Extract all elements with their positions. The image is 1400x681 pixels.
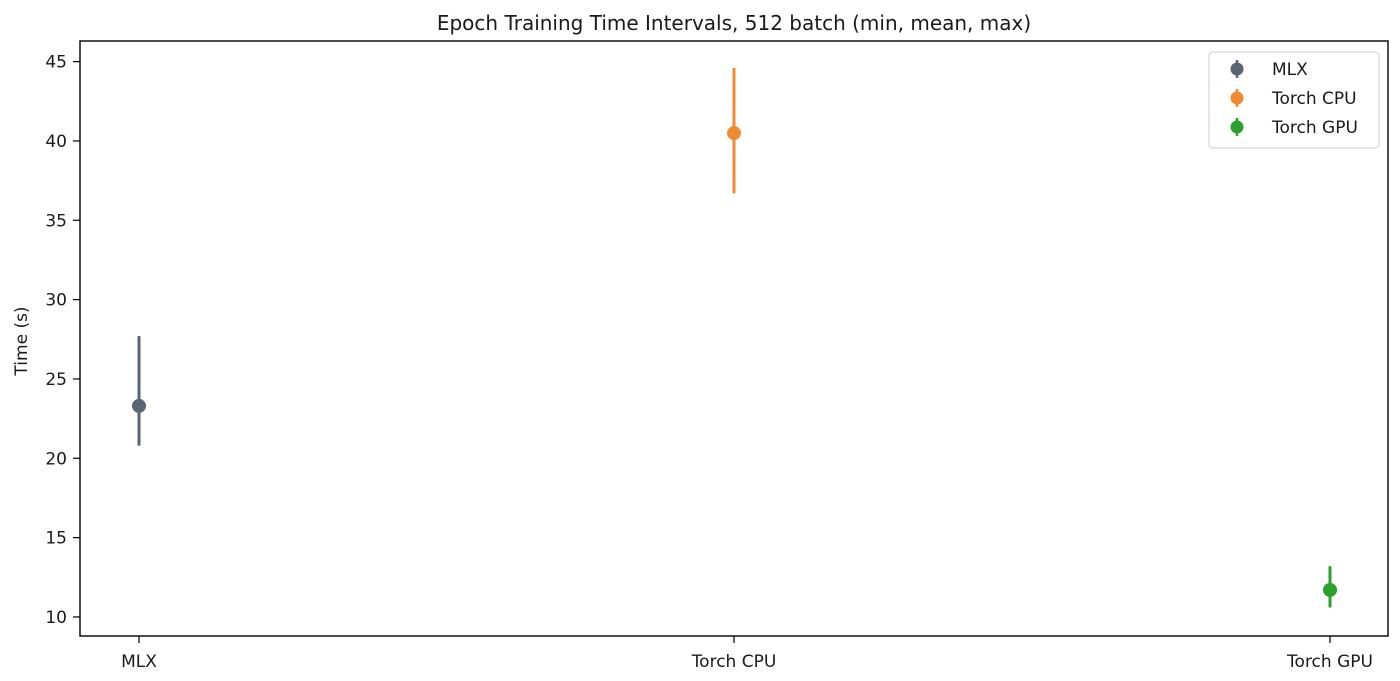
legend-marker-torch-gpu [1230,120,1244,134]
series-torch-cpu [727,67,741,194]
x-axis: MLX Torch CPU Torch GPU [121,636,1373,672]
legend-item-torch-gpu: Torch GPU [1230,118,1358,138]
y-tick-label-20: 20 [45,449,67,469]
legend-box [1208,51,1380,149]
mean-point-torch-gpu [1323,582,1337,597]
y-tick-label-45: 45 [45,53,67,73]
legend: MLX Torch CPU Torch GPU [1208,51,1380,149]
y-axis: 10 15 20 25 30 35 40 45 [45,53,80,628]
legend-marker-mlx [1230,62,1244,76]
legend-label-torch-cpu: Torch CPU [1271,89,1357,109]
y-tick-label-15: 15 [45,529,67,549]
y-axis-label: Time (s) [12,306,32,376]
chart-title: Epoch Training Time Intervals, 512 batch… [437,11,1031,35]
x-tick-label-torch-cpu: Torch CPU [691,652,777,672]
y-tick-label-30: 30 [45,291,67,311]
y-tick-label-25: 25 [45,370,67,390]
y-tick-label-10: 10 [45,608,67,628]
y-tick-label-40: 40 [45,132,67,152]
legend-label-torch-gpu: Torch GPU [1271,118,1358,138]
mean-point-torch-cpu [727,126,741,141]
series-torch-gpu [1323,566,1337,608]
mean-point-mlx [132,398,146,413]
legend-marker-torch-cpu [1230,91,1244,105]
x-tick-label-torch-gpu: Torch GPU [1286,652,1373,672]
legend-item-torch-cpu: Torch CPU [1230,89,1357,109]
series-mlx [132,336,146,446]
series-layer [132,67,1337,608]
legend-label-mlx: MLX [1272,60,1308,80]
x-tick-label-mlx: MLX [121,652,157,672]
legend-item-mlx: MLX [1230,60,1308,80]
y-tick-label-35: 35 [45,211,67,231]
